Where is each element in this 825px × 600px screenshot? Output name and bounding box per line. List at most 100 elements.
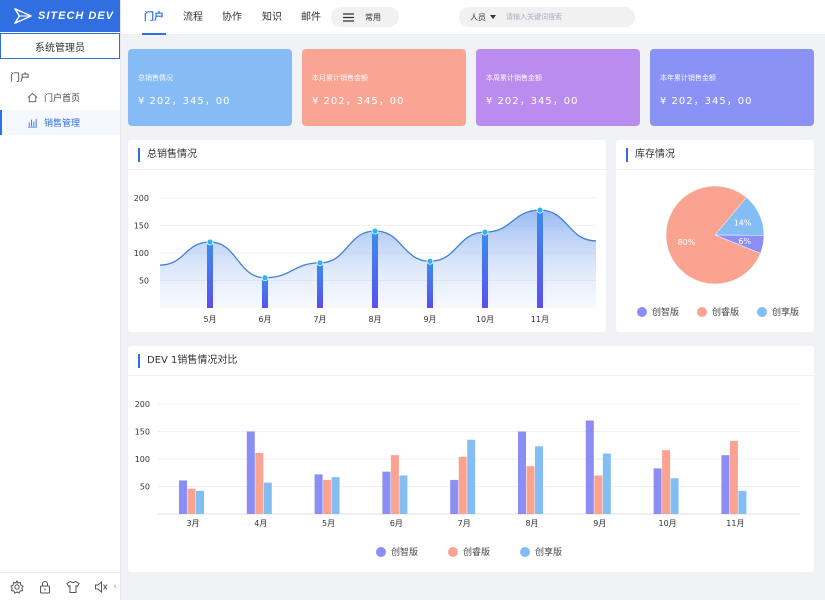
data-point	[206, 238, 214, 246]
y-tick-label: 50	[140, 483, 150, 492]
stat-value: ¥ 202，345，00	[660, 96, 753, 107]
collapse-sidebar-button[interactable]: ‹	[113, 582, 117, 592]
tab-workflow[interactable]: 流程	[183, 12, 203, 23]
sidebar-toolbar	[0, 572, 121, 600]
dev1-comparison-panel: DEV 1销售情况对比 50 100 150 200 3月 4月 5月 6月 7月 8月 9月 10月…	[128, 346, 814, 572]
divider	[616, 169, 814, 170]
bar	[314, 474, 323, 514]
x-tick-label: 6月	[258, 315, 271, 324]
inventory-panel: 库存情况 14% 6% 80% 创智版 创睿版 创享版	[616, 140, 814, 332]
divider	[128, 375, 814, 376]
legend-label: 创享版	[535, 548, 563, 558]
speaker-icon[interactable]	[94, 580, 108, 594]
x-tick-label: 5月	[322, 519, 335, 528]
x-tick-label: 4月	[254, 519, 267, 528]
stat-value: ¥ 202，345，00	[486, 96, 579, 107]
bar	[526, 466, 535, 514]
bar	[662, 450, 671, 514]
search-scope-select[interactable]: 人员	[470, 12, 496, 23]
data-point	[371, 227, 379, 235]
common-label: 常用	[365, 12, 381, 22]
legend-label: 创睿版	[463, 548, 491, 558]
x-tick-label: 10月	[476, 315, 494, 324]
value-pillar	[262, 277, 268, 308]
data-point	[481, 228, 489, 236]
sidebar-item-sales[interactable]: 销售管理	[0, 110, 120, 135]
shirt-icon[interactable]	[66, 580, 80, 594]
value-pillar	[207, 242, 213, 308]
legend-item[interactable]: 创享版	[520, 545, 562, 558]
bar	[196, 490, 204, 514]
tab-mail[interactable]: 邮件	[301, 12, 321, 23]
pie-label: 80%	[678, 238, 696, 247]
legend-dot	[637, 306, 647, 317]
value-pillar	[537, 210, 543, 308]
legend-item[interactable]: 创享版	[757, 305, 799, 318]
sidebar-item-label: 门户首页	[44, 94, 81, 104]
data-point	[316, 259, 324, 267]
bar-legend: 创智版 创睿版 创享版	[376, 545, 574, 558]
stat-label: 总销售情况	[138, 74, 173, 82]
lock-icon[interactable]	[38, 580, 52, 594]
legend-item[interactable]: 创睿版	[697, 305, 739, 318]
stat-value: ¥ 202，345，00	[138, 96, 231, 107]
gear-icon[interactable]	[10, 579, 24, 594]
value-pillar	[317, 262, 323, 308]
y-tick-label: 200	[134, 194, 149, 203]
data-point	[536, 206, 544, 214]
bar	[187, 488, 196, 514]
legend-dot	[757, 306, 768, 317]
nav-section-title: 门户	[10, 73, 30, 84]
tab-portal[interactable]: 门户	[142, 0, 166, 35]
legend-label: 创享版	[772, 308, 800, 318]
top-nav: 门户 流程 协作 知识 邮件 常用 人员	[121, 0, 825, 35]
dev1-comparison-chart: 50 100 150 200 3月 4月 5月 6月 7月 8月 9月 10月 11月	[135, 400, 800, 528]
legend-item[interactable]: 创智版	[376, 545, 418, 558]
search-bar: 人员	[459, 7, 635, 27]
value-pillar	[482, 232, 488, 308]
legend-item[interactable]: 创睿版	[448, 545, 490, 558]
bar	[390, 455, 399, 514]
search-scope-label: 人员	[470, 12, 486, 22]
x-tick-label: 5月	[203, 315, 216, 324]
bar	[594, 475, 603, 514]
total-sales-panel: 总销售情况 50 100 150 200 5月 6月 7月 8月 9月 10月 11月	[128, 140, 606, 332]
bar	[653, 468, 662, 514]
x-tick-label: 6月	[390, 519, 403, 528]
divider	[128, 169, 606, 170]
bar	[585, 420, 594, 514]
home-icon	[27, 92, 38, 103]
total-sales-chart: 50 100 150 200 5月 6月 7月 8月 9月 10月 11月	[134, 194, 597, 324]
stat-card-month-sales: 本月累计销售金额 ¥ 202，345，00	[302, 49, 466, 126]
panel-title: DEV 1销售情况对比	[138, 354, 237, 368]
stat-card-total-sales: 总销售情况 ¥ 202，345，00	[128, 49, 292, 126]
x-tick-label: 9月	[423, 315, 436, 324]
x-tick-label: 8月	[525, 519, 538, 528]
pie-legend: 创智版 创睿版 创享版	[637, 305, 799, 318]
sidebar-item-portal-home[interactable]: 门户首页	[0, 85, 120, 110]
sidebar: SITECH DEV 系统管理员 门户 门户首页 销售管理 ‹	[0, 0, 121, 600]
common-menu-button[interactable]: 常用	[331, 7, 399, 27]
role-selector[interactable]: 系统管理员	[0, 33, 120, 59]
legend-label: 创智版	[652, 308, 680, 318]
x-tick-label: 11月	[531, 315, 549, 324]
legend-item[interactable]: 创智版	[637, 305, 679, 318]
legend-dot	[448, 546, 459, 557]
legend-label: 创智版	[391, 548, 419, 558]
tab-knowledge[interactable]: 知识	[262, 12, 282, 23]
bar	[263, 482, 272, 514]
stat-value: ¥ 202，345，00	[312, 96, 405, 107]
data-point	[261, 274, 269, 282]
menu-icon	[343, 12, 354, 22]
legend-dot	[520, 546, 531, 557]
panel-title: 总销售情况	[138, 148, 197, 162]
search-input[interactable]	[506, 13, 616, 21]
bar	[518, 431, 526, 514]
bar	[602, 453, 611, 514]
bar	[535, 446, 543, 514]
bar	[467, 439, 476, 514]
logo[interactable]: SITECH DEV	[0, 0, 120, 32]
stat-label: 本月累计销售金额	[312, 74, 368, 82]
tab-collaboration[interactable]: 协作	[222, 12, 242, 23]
bar	[331, 477, 340, 514]
